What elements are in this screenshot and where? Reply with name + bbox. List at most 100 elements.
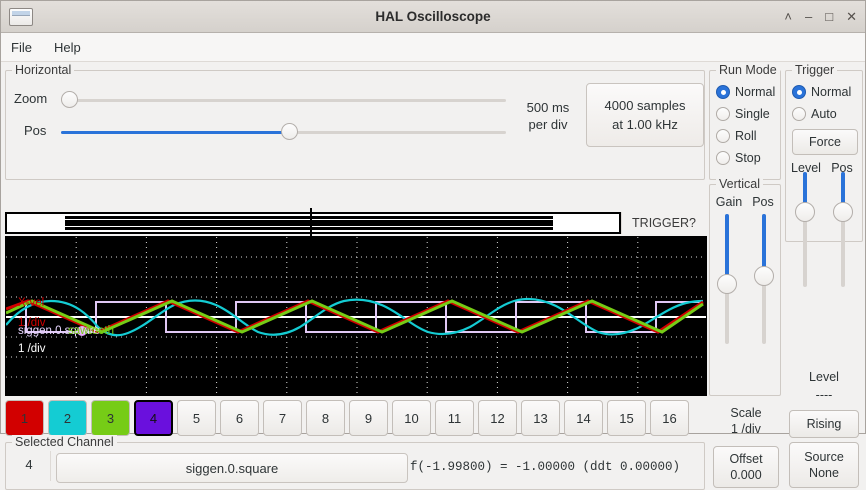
vertical-offset-value: 0.000 xyxy=(730,468,762,482)
channel-button-14[interactable]: 14 xyxy=(564,400,603,436)
radio-icon-single xyxy=(716,107,730,121)
channel-button-label: 15 xyxy=(619,410,634,426)
channel-button-16[interactable]: 16 xyxy=(650,400,689,436)
vertical-panel-title: Vertical xyxy=(716,177,763,191)
channel-button-5[interactable]: 5 xyxy=(177,400,216,436)
channel-button-label: 11 xyxy=(447,410,462,426)
minimize-icon[interactable]: – xyxy=(805,9,813,24)
vertical-gain-slider[interactable] xyxy=(717,214,737,344)
channel-button-4[interactable]: 4 xyxy=(134,400,173,436)
channel-button-11[interactable]: 11 xyxy=(435,400,474,436)
trigger-pos-slider-track xyxy=(841,172,845,287)
channel-button-7[interactable]: 7 xyxy=(263,400,302,436)
vertical-pos-slider-knob[interactable] xyxy=(754,266,774,286)
run-mode-option-single[interactable]: Single xyxy=(710,103,780,125)
trace-ch1-triangle xyxy=(6,299,704,334)
vertical-pos-slider[interactable] xyxy=(754,214,774,344)
channel-button-row: 1 2 3 4 5 6 7 8 9 10 11 12 13 14 15 16 xyxy=(5,400,705,438)
channel-button-label: 9 xyxy=(364,410,373,426)
timebase-value: 500 ms xyxy=(526,100,570,115)
run-mode-option-roll[interactable]: Roll xyxy=(710,125,780,147)
shade-icon[interactable]: ˄ xyxy=(784,9,792,24)
sample-count-label: 4000 samples xyxy=(604,98,686,113)
vertical-scale-readout: Scale 1 /div xyxy=(713,400,779,442)
window-controls: ˄ – □ ✕ xyxy=(784,10,857,23)
trigger-level-slider[interactable] xyxy=(795,172,815,287)
vertical-scale-value: 1 /div xyxy=(731,422,761,436)
channel-button-15[interactable]: 15 xyxy=(607,400,646,436)
zoom-label: Zoom xyxy=(14,91,48,106)
menu-item-help[interactable]: Help xyxy=(53,39,81,55)
timebase-unit: per div xyxy=(528,117,568,132)
maximize-icon[interactable]: □ xyxy=(825,9,834,24)
horizontal-pos-slider-knob[interactable] xyxy=(281,123,298,140)
selected-channel-signal-button[interactable]: siggen.0.square xyxy=(56,453,408,483)
trigger-source-button[interactable]: Source None xyxy=(789,442,859,488)
trace-ch3-triangle xyxy=(6,299,704,334)
close-icon[interactable]: ✕ xyxy=(846,9,857,24)
radio-icon-trigger-normal xyxy=(792,85,806,99)
channel-button-12[interactable]: 12 xyxy=(478,400,517,436)
window-icon xyxy=(9,7,33,26)
sample-rate-button[interactable]: 4000 samples at 1.00 kHz xyxy=(586,83,704,147)
channel-button-label: 8 xyxy=(321,410,330,426)
position-strip-cursor[interactable] xyxy=(310,208,312,242)
trigger-status: TRIGGER? xyxy=(621,212,706,234)
scope-cursor-marker[interactable] xyxy=(77,326,87,336)
zoom-slider[interactable] xyxy=(61,91,506,109)
channel-button-label: 10 xyxy=(404,410,419,426)
channel-button-13[interactable]: 13 xyxy=(521,400,560,436)
trigger-source-value: None xyxy=(809,466,839,480)
zoom-slider-knob[interactable] xyxy=(61,91,78,108)
run-mode-label-stop: Stop xyxy=(735,151,761,165)
horizontal-position-strip[interactable] xyxy=(5,208,621,242)
vertical-gain-label: Gain xyxy=(715,195,743,209)
run-mode-option-normal[interactable]: Normal xyxy=(710,81,780,103)
pos-row: Pos xyxy=(24,123,46,138)
vertical-gain-slider-knob[interactable] xyxy=(717,274,737,294)
menu-item-file[interactable]: File xyxy=(11,39,32,55)
trigger-source-caption: Source xyxy=(804,450,844,464)
scope-label-ch1-scale: 1 /div xyxy=(18,317,46,329)
scope-label-ch4-name: siggen.0.square xyxy=(18,325,100,337)
zoom-row: Zoom xyxy=(14,91,47,106)
trigger-label-auto: Auto xyxy=(811,107,837,121)
selected-channel-divider xyxy=(50,451,51,481)
scope-display[interactable]: X-vel 1 /div siggen.0.square sawtooth 1 … xyxy=(5,236,707,396)
channel-button-2[interactable]: 2 xyxy=(48,400,87,436)
selected-channel-panel: Selected Channel 4 siggen.0.square f(-1.… xyxy=(5,435,705,490)
trigger-level-slider-knob[interactable] xyxy=(795,202,815,222)
channel-button-label: 2 xyxy=(63,410,72,426)
selected-channel-formula: f(-1.99800) = -1.00000 (ddt 0.00000) xyxy=(410,460,681,474)
force-trigger-button[interactable]: Force xyxy=(792,129,858,155)
trigger-panel: Trigger Normal Auto Force Level Pos xyxy=(785,63,863,242)
run-mode-option-stop[interactable]: Stop xyxy=(710,147,780,169)
trigger-option-auto[interactable]: Auto xyxy=(786,103,862,125)
position-strip-inner xyxy=(65,219,553,227)
channel-button-1[interactable]: 1 xyxy=(5,400,44,436)
trace-ch2-sine xyxy=(6,297,704,337)
radio-icon-normal xyxy=(716,85,730,99)
trigger-pos-slider-knob[interactable] xyxy=(833,202,853,222)
channel-button-10[interactable]: 10 xyxy=(392,400,431,436)
run-mode-title: Run Mode xyxy=(716,63,780,77)
vertical-pos-slider-fill xyxy=(762,214,766,274)
trigger-level-slider-label: Level xyxy=(791,161,821,175)
channel-button-3[interactable]: 3 xyxy=(91,400,130,436)
timebase-readout: 500 ms per div xyxy=(516,99,580,133)
horizontal-panel-title: Horizontal xyxy=(12,63,75,77)
channel-button-label: 16 xyxy=(662,410,677,426)
trigger-option-normal[interactable]: Normal xyxy=(786,81,862,103)
channel-button-6[interactable]: 6 xyxy=(220,400,259,436)
selected-channel-title: Selected Channel xyxy=(12,435,117,449)
horizontal-pos-slider[interactable] xyxy=(61,123,506,141)
radio-icon-trigger-auto xyxy=(792,107,806,121)
trigger-edge-button[interactable]: Rising xyxy=(789,410,859,438)
horizontal-pos-slider-fill xyxy=(61,131,289,134)
channel-button-9[interactable]: 9 xyxy=(349,400,388,436)
zoom-slider-track xyxy=(61,99,506,102)
trigger-pos-slider[interactable] xyxy=(833,172,853,287)
vertical-offset-button[interactable]: Offset 0.000 xyxy=(713,446,779,488)
channel-button-8[interactable]: 8 xyxy=(306,400,345,436)
